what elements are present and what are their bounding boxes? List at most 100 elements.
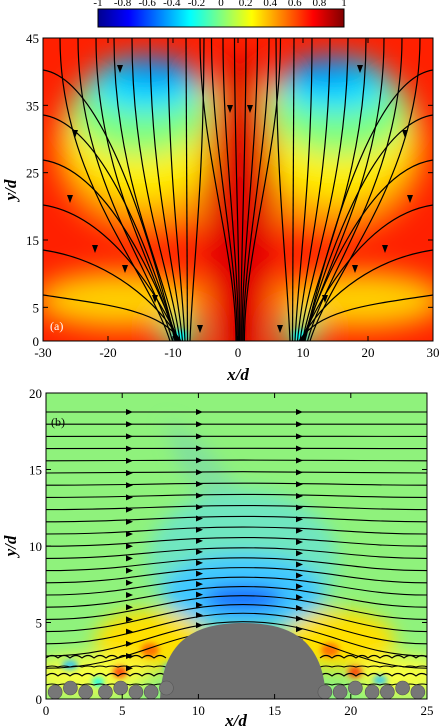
colorbar-tick-label: 0.6	[288, 0, 302, 9]
streamline	[303, 69, 433, 341]
y-tick-label: 20	[29, 386, 42, 401]
streamline-arrow	[402, 130, 408, 138]
streamline-arrow	[296, 527, 303, 534]
streamline	[309, 38, 421, 341]
streamline-arrow	[117, 65, 123, 73]
sediment-particle	[395, 680, 410, 696]
streamline-arrow	[126, 604, 133, 611]
colorbar-tick-label: 0.8	[313, 0, 327, 9]
streamline-arrow	[196, 601, 203, 608]
streamline-arrow	[126, 531, 133, 537]
panel-a-field	[43, 38, 433, 341]
streamline	[46, 493, 427, 498]
streamline	[319, 665, 427, 668]
streamline	[113, 38, 179, 341]
streamline	[233, 38, 241, 341]
colorbar-tick-label: 1	[341, 0, 347, 9]
streamline-arrow	[152, 295, 158, 303]
streamline	[46, 654, 167, 659]
streamline	[46, 536, 427, 547]
x-tick-label: 15	[268, 703, 281, 718]
colorbar-tick-labels: -1 -0.8 -0.6 -0.4 -0.2 0 0.2 0.4 0.6 0.8 1	[93, 0, 346, 9]
streamline	[77, 38, 174, 341]
streamline	[46, 459, 427, 462]
streamline	[46, 557, 427, 572]
panel-a-ylabel: y/d	[1, 179, 20, 202]
streamline-arrow	[196, 559, 203, 566]
streamline-arrow	[296, 433, 303, 440]
streamline	[240, 38, 247, 341]
streamline	[275, 38, 291, 341]
streamline-arrow	[67, 195, 73, 203]
streamline-arrow	[296, 469, 303, 476]
streamline-arrow	[296, 572, 303, 579]
streamline	[300, 204, 433, 341]
x-tick-label: -10	[164, 345, 181, 360]
colorbar: -1 -0.8 -0.6 -0.4 -0.2 0 0.2 0.4 0.6 0.8 1	[93, 0, 347, 28]
streamline-arrow	[196, 537, 203, 544]
streamline	[298, 294, 433, 341]
streamline-arrow	[296, 457, 303, 464]
streamline-arrow	[126, 421, 133, 428]
colorbar-tick-label: -0.4	[163, 0, 181, 9]
streamline	[319, 683, 427, 686]
streamline-arrow	[296, 409, 303, 415]
streamline	[46, 567, 427, 584]
streamline-arrow	[196, 526, 203, 533]
streamline	[299, 38, 349, 341]
streamline-arrow	[196, 480, 203, 487]
y-tick-label: 10	[29, 539, 42, 554]
streamline	[46, 547, 427, 559]
panel-b: (b) 0 5 10 15 20 25 0 5 10 15 20 x/d y/d	[1, 386, 434, 728]
y-tick-label: 0	[36, 692, 43, 707]
streamline	[59, 38, 171, 341]
colorbar-tick-label: 0.2	[239, 0, 253, 9]
streamline	[243, 38, 282, 341]
streamline-arrow	[247, 105, 253, 113]
streamline	[46, 526, 427, 535]
streamline	[43, 159, 179, 341]
panel-b-xlabel: x/d	[224, 711, 247, 728]
streamline	[43, 69, 177, 341]
streamline	[43, 249, 181, 341]
streamline-arrow	[296, 561, 303, 568]
streamline	[319, 672, 427, 677]
streamline-arrow	[322, 295, 328, 303]
sediment-particle	[410, 684, 426, 699]
streamline	[167, 38, 186, 341]
sediment-particle	[317, 684, 333, 699]
sediment-particle	[143, 684, 159, 699]
y-tick-label: 0	[33, 334, 40, 349]
streamline-arrow	[126, 494, 133, 501]
streamline-arrow	[126, 543, 133, 550]
panel-b-field	[46, 393, 427, 699]
sediment-particle	[47, 684, 63, 699]
streamline	[319, 654, 427, 659]
streamline-arrow	[126, 567, 133, 574]
streamline	[46, 621, 427, 657]
streamline-arrow	[196, 433, 203, 440]
streamline-arrow	[126, 470, 133, 476]
sediment-particle	[364, 684, 380, 699]
streamline	[185, 38, 189, 341]
streamline	[46, 471, 427, 474]
panel-b-label: (b)	[51, 415, 65, 429]
streamline-arrow	[126, 579, 133, 586]
streamline-arrow	[382, 245, 388, 253]
streamline	[46, 612, 427, 645]
streamline-arrow	[196, 515, 203, 522]
panel-b-axes: 0 5 10 15 20 25 0 5 10 15 20	[29, 386, 434, 718]
colorbar-tick-label: -1	[93, 0, 102, 9]
streamline-arrow	[196, 504, 203, 511]
streamline-arrow	[126, 518, 133, 525]
streamline-arrow	[296, 594, 303, 601]
panel-b-ylabel: y/d	[1, 535, 20, 558]
streamline-arrow	[126, 457, 133, 464]
panel-b-streamlines	[46, 409, 427, 686]
streamline-arrow	[296, 492, 303, 499]
streamline-arrow	[277, 325, 283, 333]
colorbar-tick-label: 0	[218, 0, 224, 9]
sediment-particle	[113, 680, 128, 696]
streamline	[43, 294, 182, 341]
